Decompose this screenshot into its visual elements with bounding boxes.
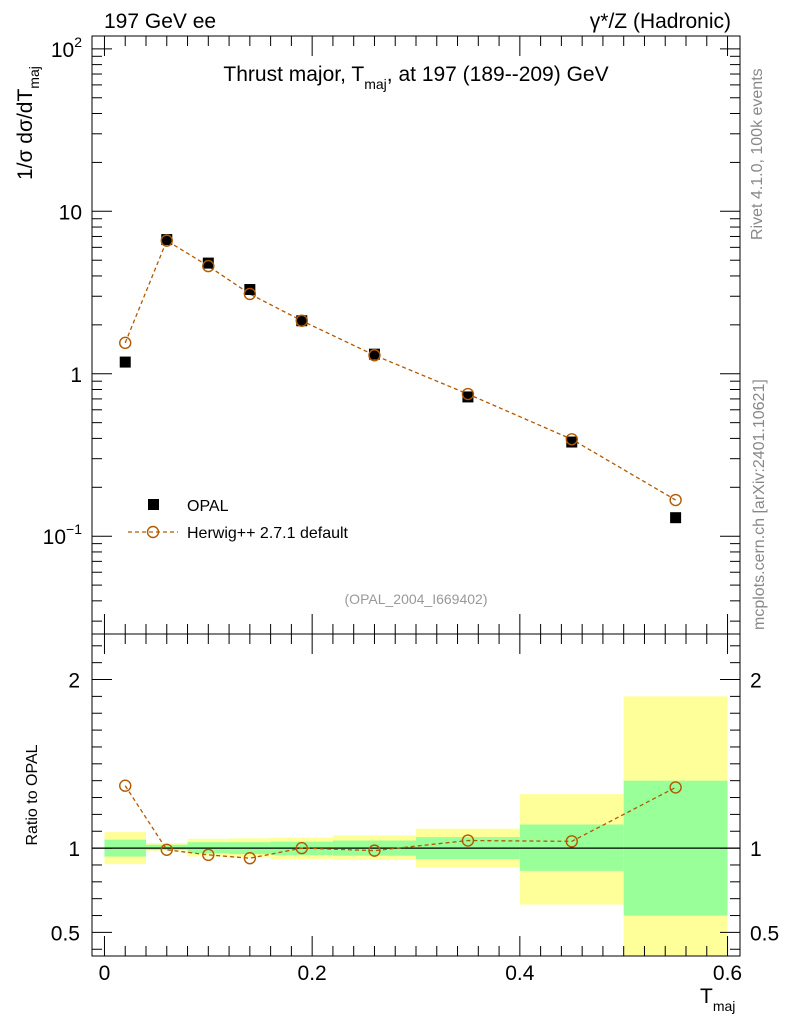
mc-line xyxy=(124,239,676,501)
main-panel: 10−1 1 10 102 (OPAL_2004_I669402) Thrust ma… xyxy=(14,34,741,635)
ratio-mc-point xyxy=(461,834,475,847)
ratio-mc-point xyxy=(202,848,215,862)
ratio-mc-point xyxy=(119,779,132,792)
mc-point xyxy=(565,433,578,446)
ratio-y-tick-label-right: 2 xyxy=(750,670,762,693)
opal-data-point xyxy=(119,356,131,368)
main-y-axis-label: 1/σ dσ/dTmaj xyxy=(14,66,42,180)
ratio-y-tick-label: 1 xyxy=(68,838,80,861)
mc-point xyxy=(160,234,173,247)
main-title: Thrust major, Tmaj, at 197 (189--209) Ge… xyxy=(223,63,608,92)
legend: OPAL Herwig++ 2.7.1 default xyxy=(128,498,349,542)
mc-point xyxy=(461,387,475,401)
mc-point xyxy=(119,336,132,350)
main-y-tick-label: 10 xyxy=(59,201,82,224)
main-y-tick-label: 10−1 xyxy=(43,521,83,549)
x-tick-label: 0.6 xyxy=(713,962,742,985)
ratio-mc-line xyxy=(124,785,676,859)
main-y-tick-label: 102 xyxy=(51,34,82,62)
header-left: 197 GeV ee xyxy=(104,10,216,33)
legend-opal-marker xyxy=(148,499,159,510)
opal-data-point xyxy=(296,315,308,327)
main-watermark: (OPAL_2004_I669402) xyxy=(345,591,488,607)
ratio-frame xyxy=(91,633,741,957)
ratio-y-tick-label: 0.5 xyxy=(51,922,80,945)
opal-data-point xyxy=(202,257,214,269)
ratio-y-tick-label: 2 xyxy=(68,670,80,693)
opal-data-point xyxy=(566,436,578,448)
legend-mc-label: Herwig++ 2.7.1 default xyxy=(187,525,349,542)
opal-data-point xyxy=(161,234,173,246)
ratio-mc-point xyxy=(669,781,682,794)
mc-point xyxy=(669,493,682,507)
header-right: γ*/Z (Hadronic) xyxy=(590,10,731,33)
ratio-mc-point xyxy=(368,844,381,857)
ratio-mc-point xyxy=(295,841,308,855)
x-tick-label: 0.4 xyxy=(505,962,535,985)
ratio-y-tick-label-right: 1 xyxy=(750,838,762,861)
x-axis-label: Tmaj xyxy=(700,985,735,1014)
ratio-mc-point xyxy=(565,835,578,848)
ratio-y-tick-label-right: 0.5 xyxy=(750,922,779,945)
mc-point xyxy=(295,314,308,327)
x-tick-label: 0.2 xyxy=(298,962,327,985)
mc-point xyxy=(243,287,257,301)
main-frame xyxy=(91,35,741,635)
ratio-panel: 0.5 0.5 1 1 2 2 0 0.2 0.4 0.6 Ratio to OPAL Tmaj xyxy=(24,633,779,1014)
opal-data-point xyxy=(244,284,256,296)
legend-mc-marker xyxy=(146,525,160,539)
x-tick-label: 0 xyxy=(99,962,111,985)
opal-data-point xyxy=(462,391,474,403)
legend-opal-label: OPAL xyxy=(187,498,229,515)
opal-data-point xyxy=(368,348,380,360)
ratio-mc-point xyxy=(243,852,257,865)
ratio-band-green xyxy=(146,844,188,850)
mc-point xyxy=(202,259,215,273)
ratio-mc-point xyxy=(160,843,173,856)
opal-data-point xyxy=(670,512,682,524)
mcplots-label: mcplots.cern.ch [arXiv:2401.10621] xyxy=(751,379,768,630)
rivet-version-label: Rivet 4.1.0, 100k events xyxy=(749,68,766,240)
ratio-y-axis-label: Ratio to OPAL xyxy=(24,744,41,845)
main-y-tick-label: 1 xyxy=(70,364,82,387)
mc-point xyxy=(368,349,381,362)
